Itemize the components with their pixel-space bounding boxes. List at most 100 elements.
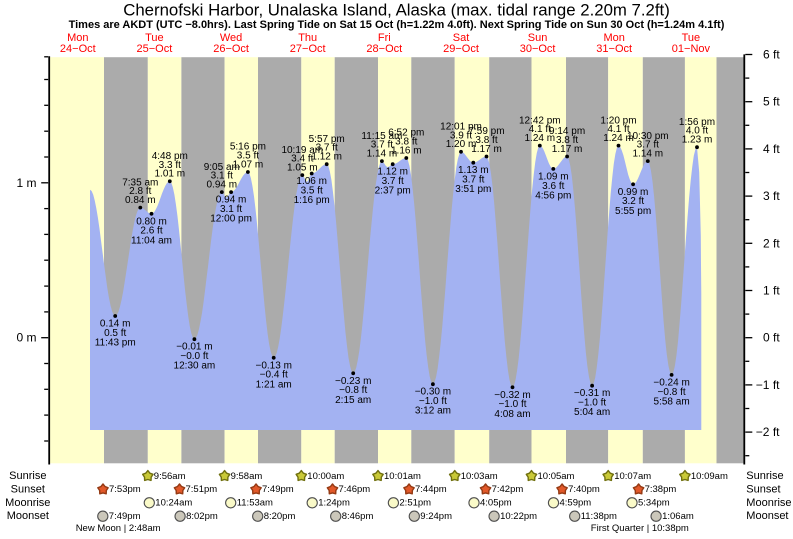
svg-text:12:01 pm: 12:01 pm	[440, 122, 482, 133]
svg-text:1.01 m: 1.01 m	[155, 169, 186, 180]
svg-text:1.20 m: 1.20 m	[446, 139, 477, 150]
svg-text:12:00 pm: 12:00 pm	[210, 214, 252, 225]
svg-text:5:55 pm: 5:55 pm	[615, 206, 651, 217]
svg-text:8:20pm: 8:20pm	[264, 511, 296, 522]
svg-text:10:22pm: 10:22pm	[500, 511, 537, 522]
svg-text:27−Oct: 27−Oct	[290, 43, 326, 55]
svg-text:3.4 ft: 3.4 ft	[291, 154, 313, 165]
svg-text:31−Oct: 31−Oct	[596, 43, 632, 55]
svg-text:4 ft: 4 ft	[763, 142, 780, 156]
svg-text:1.24 m: 1.24 m	[525, 133, 556, 144]
svg-text:1:56 pm: 1:56 pm	[679, 117, 715, 128]
svg-text:7:51pm: 7:51pm	[186, 484, 218, 495]
svg-text:4.1 ft: 4.1 ft	[529, 124, 551, 135]
svg-text:−2 ft: −2 ft	[756, 425, 780, 439]
svg-text:3.3 ft: 3.3 ft	[159, 160, 181, 171]
svg-text:3.2 ft: 3.2 ft	[622, 196, 644, 207]
svg-text:Mon: Mon	[67, 32, 88, 44]
svg-text:−1.0 ft: −1.0 ft	[419, 396, 447, 407]
svg-text:3:51 pm: 3:51 pm	[455, 184, 491, 195]
svg-text:1.17 m: 1.17 m	[552, 144, 583, 155]
svg-text:7:46pm: 7:46pm	[339, 484, 371, 495]
svg-text:3.8 ft: 3.8 ft	[475, 135, 497, 146]
svg-text:−0.0 ft: −0.0 ft	[180, 351, 208, 362]
svg-text:10:07am: 10:07am	[614, 471, 651, 482]
svg-text:01−Nov: 01−Nov	[672, 43, 711, 55]
svg-text:3.7 ft: 3.7 ft	[316, 143, 338, 154]
svg-text:Sunset: Sunset	[11, 483, 45, 495]
svg-text:0.94 m: 0.94 m	[207, 179, 238, 190]
svg-text:0.80 m: 0.80 m	[136, 216, 167, 227]
svg-text:1:20 pm: 1:20 pm	[600, 115, 636, 126]
svg-text:0.14 m: 0.14 m	[100, 319, 131, 330]
svg-text:1.07 m: 1.07 m	[233, 159, 264, 170]
svg-text:7:49pm: 7:49pm	[262, 484, 294, 495]
svg-text:7:53pm: 7:53pm	[109, 484, 141, 495]
svg-text:−0.13 m: −0.13 m	[255, 360, 291, 371]
svg-text:11:15 am: 11:15 am	[361, 131, 402, 142]
svg-text:Moonrise: Moonrise	[746, 497, 791, 509]
svg-text:28−Oct: 28−Oct	[366, 43, 402, 55]
svg-text:8:46pm: 8:46pm	[342, 511, 374, 522]
svg-text:1.09 m: 1.09 m	[538, 171, 569, 182]
svg-text:3.1 ft: 3.1 ft	[211, 171, 233, 182]
svg-text:1.14 m: 1.14 m	[367, 148, 398, 159]
svg-text:Times are AKDT (UTC −8.0hrs).: Times are AKDT (UTC −8.0hrs). Last Sprin…	[69, 19, 725, 31]
svg-text:10:19 am: 10:19 am	[281, 145, 323, 156]
svg-text:−1 ft: −1 ft	[756, 378, 780, 392]
svg-text:0.5 ft: 0.5 ft	[104, 328, 126, 339]
svg-text:9:56am: 9:56am	[154, 471, 186, 482]
svg-text:−0.4 ft: −0.4 ft	[260, 370, 288, 381]
svg-text:−0.24 m: −0.24 m	[653, 377, 689, 388]
svg-text:2.6 ft: 2.6 ft	[140, 226, 162, 237]
svg-text:Moonset: Moonset	[7, 510, 49, 522]
svg-text:1:24pm: 1:24pm	[318, 498, 350, 509]
svg-text:1:06am: 1:06am	[662, 511, 694, 522]
svg-text:0 m: 0 m	[16, 331, 36, 345]
svg-text:12:30 am: 12:30 am	[174, 361, 216, 372]
svg-text:24−Oct: 24−Oct	[60, 43, 96, 55]
svg-text:6 ft: 6 ft	[763, 48, 780, 62]
svg-text:3 ft: 3 ft	[763, 189, 780, 203]
svg-text:5:04 am: 5:04 am	[574, 407, 610, 418]
svg-text:25−Oct: 25−Oct	[137, 43, 173, 55]
svg-text:1:16 pm: 1:16 pm	[294, 195, 330, 206]
svg-text:3.7 ft: 3.7 ft	[462, 175, 484, 186]
svg-text:First Quarter | 10:38pm: First Quarter | 10:38pm	[591, 523, 689, 534]
svg-text:3.1 ft: 3.1 ft	[220, 204, 242, 215]
svg-text:5:34pm: 5:34pm	[638, 498, 670, 509]
svg-text:1.05 m: 1.05 m	[287, 162, 318, 173]
svg-text:Fri: Fri	[378, 32, 391, 44]
svg-text:1.23 m: 1.23 m	[682, 135, 713, 146]
svg-text:10:09am: 10:09am	[691, 471, 728, 482]
svg-text:Sun: Sun	[528, 32, 548, 44]
svg-text:10:00am: 10:00am	[307, 471, 344, 482]
svg-text:10:24am: 10:24am	[155, 498, 192, 509]
svg-text:2:37 pm: 2:37 pm	[375, 186, 411, 197]
svg-text:Sunrise: Sunrise	[9, 470, 46, 482]
svg-text:10:30 pm: 10:30 pm	[627, 131, 669, 142]
svg-text:3.8 ft: 3.8 ft	[395, 137, 417, 148]
svg-text:3.7 ft: 3.7 ft	[382, 176, 404, 187]
svg-text:9:05 am: 9:05 am	[204, 162, 240, 173]
svg-text:11:43 pm: 11:43 pm	[95, 338, 136, 349]
svg-text:29−Oct: 29−Oct	[443, 43, 479, 55]
svg-text:New Moon | 2:48am: New Moon | 2:48am	[76, 523, 161, 534]
svg-text:0.99 m: 0.99 m	[618, 187, 649, 198]
svg-text:Wed: Wed	[220, 32, 242, 44]
svg-text:1.14 m: 1.14 m	[633, 148, 664, 159]
svg-text:9:58am: 9:58am	[231, 471, 263, 482]
svg-text:1.06 m: 1.06 m	[296, 176, 327, 187]
svg-text:3.5 ft: 3.5 ft	[301, 185, 323, 196]
svg-text:1.16 m: 1.16 m	[391, 145, 422, 156]
svg-text:9:14 pm: 9:14 pm	[549, 126, 585, 137]
svg-text:5:57 pm: 5:57 pm	[309, 134, 345, 145]
svg-text:1 m: 1 m	[16, 176, 36, 190]
svg-text:4:05pm: 4:05pm	[480, 498, 512, 509]
svg-text:7:40pm: 7:40pm	[568, 484, 600, 495]
svg-text:7:42pm: 7:42pm	[492, 484, 524, 495]
svg-text:3.9 ft: 3.9 ft	[450, 130, 472, 141]
svg-text:1.12 m: 1.12 m	[377, 167, 408, 178]
svg-text:6:52 pm: 6:52 pm	[388, 128, 424, 139]
svg-text:−0.8 ft: −0.8 ft	[658, 387, 686, 398]
